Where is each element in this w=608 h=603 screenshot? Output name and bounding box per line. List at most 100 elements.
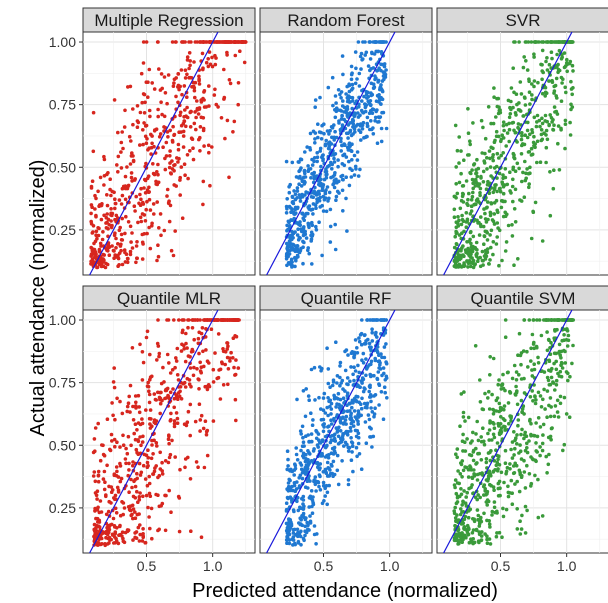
data-point — [562, 51, 567, 55]
data-point — [353, 50, 358, 54]
data-point — [298, 248, 303, 253]
data-point — [172, 169, 176, 173]
data-point — [134, 194, 138, 199]
data-point — [225, 347, 229, 351]
data-point — [174, 356, 178, 360]
data-point — [188, 149, 192, 153]
data-point — [329, 142, 334, 146]
data-point — [333, 129, 337, 134]
data-point — [455, 481, 460, 485]
data-point — [145, 329, 150, 334]
data-point — [513, 482, 517, 486]
facet-title: Multiple Regression — [94, 11, 243, 30]
data-point — [312, 191, 316, 195]
data-point — [186, 354, 191, 358]
data-point — [307, 204, 312, 208]
data-point — [539, 405, 544, 409]
data-point — [330, 75, 335, 80]
data-point — [312, 479, 316, 484]
data-point — [564, 412, 569, 416]
data-point — [242, 60, 247, 65]
data-point — [133, 177, 137, 181]
data-point — [508, 491, 512, 495]
data-point — [103, 542, 107, 546]
data-point — [172, 77, 177, 82]
data-point — [365, 134, 369, 139]
data-point — [205, 453, 210, 458]
data-point — [352, 352, 357, 357]
data-point — [375, 350, 380, 355]
data-point — [96, 541, 101, 545]
data-point — [487, 407, 492, 411]
data-point — [285, 197, 290, 201]
data-point — [494, 115, 498, 119]
data-point — [471, 537, 476, 541]
data-point — [551, 118, 555, 122]
data-point — [285, 467, 290, 472]
data-point — [174, 184, 178, 188]
data-point — [130, 346, 135, 350]
data-point — [528, 419, 532, 423]
data-point — [345, 99, 350, 104]
data-point — [331, 459, 336, 464]
data-point — [124, 446, 128, 451]
data-point — [198, 429, 202, 433]
data-point — [459, 507, 463, 511]
data-point — [323, 494, 328, 498]
data-point — [327, 190, 332, 195]
data-point — [350, 450, 354, 454]
x-tick-label: 1.0 — [203, 558, 223, 574]
data-point — [153, 421, 158, 426]
data-point — [307, 505, 312, 509]
data-point — [551, 128, 556, 132]
data-point — [466, 197, 470, 202]
data-point — [307, 398, 312, 403]
data-point — [228, 81, 233, 86]
data-point — [536, 515, 541, 520]
data-point — [466, 131, 471, 135]
data-point — [363, 109, 368, 114]
data-point — [164, 396, 168, 400]
data-point — [510, 502, 515, 507]
data-point — [185, 153, 190, 157]
data-point — [561, 40, 565, 44]
data-point — [181, 145, 186, 149]
data-point — [344, 108, 349, 112]
data-point — [510, 121, 515, 125]
data-point — [514, 384, 518, 389]
data-point — [328, 224, 333, 229]
data-point — [146, 505, 150, 510]
data-point — [478, 255, 483, 260]
data-point — [368, 395, 372, 399]
data-point — [504, 240, 509, 244]
data-point — [160, 112, 164, 117]
data-point — [125, 528, 130, 532]
data-point — [147, 515, 151, 519]
data-point — [360, 381, 364, 385]
data-point — [192, 121, 197, 126]
data-point — [125, 409, 129, 414]
data-point — [491, 412, 496, 416]
data-point — [223, 136, 227, 141]
data-point — [486, 105, 491, 109]
data-point — [118, 524, 122, 529]
data-point — [197, 82, 202, 86]
data-point — [487, 522, 492, 526]
data-point — [138, 215, 143, 220]
data-point — [92, 470, 97, 474]
data-point — [284, 211, 289, 215]
data-point — [479, 215, 483, 219]
data-point — [175, 156, 179, 160]
data-point — [506, 484, 510, 489]
data-point — [346, 353, 350, 357]
data-point — [366, 413, 371, 417]
data-point — [366, 90, 370, 95]
y-tick-label: 0.50 — [49, 437, 76, 453]
data-point — [499, 137, 504, 142]
data-point — [286, 496, 290, 501]
data-point — [379, 102, 383, 106]
data-point — [533, 200, 538, 205]
data-point — [481, 224, 486, 229]
data-point — [349, 458, 354, 463]
